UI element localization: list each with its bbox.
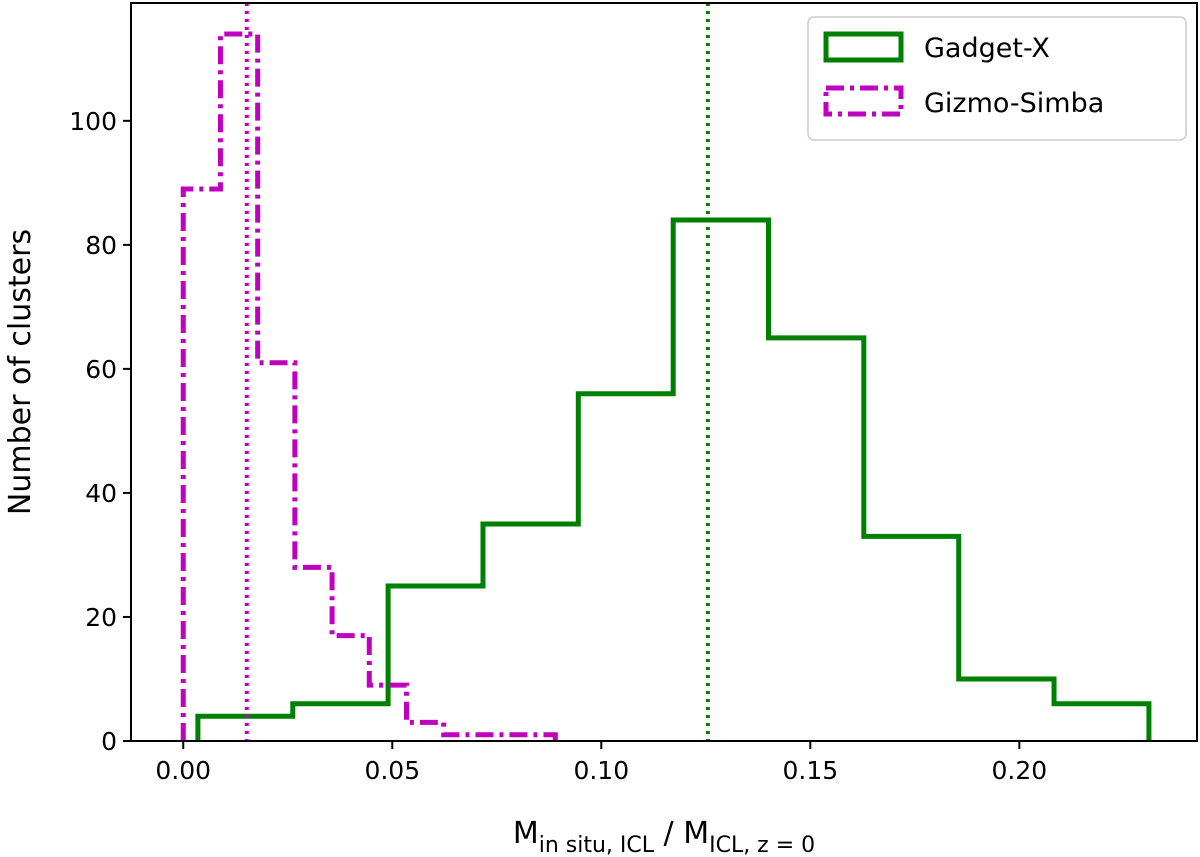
legend: Gadget-X Gizmo-Simba (807, 16, 1187, 141)
legend-swatch-gadget-x (823, 31, 904, 63)
y-tick-label: 60 (85, 355, 117, 384)
y-tick-label: 80 (85, 231, 117, 260)
x-label-base1: M (513, 816, 539, 851)
plot-content (180, 3, 1152, 741)
y-tick-label: 40 (85, 479, 117, 508)
histogram-gadget-x (195, 217, 1152, 741)
x-label-sub1: in situ, ICL (539, 833, 655, 857)
y-tick-label: 100 (69, 107, 117, 136)
x-label-sub2: ICL, z = 0 (709, 833, 815, 857)
legend-swatch-gizmo-simba (823, 85, 904, 117)
y-tick-label: 20 (85, 603, 117, 632)
x-axis-label: Min situ, ICL / MICL, z = 0 (513, 816, 815, 857)
x-label-base2: M (683, 816, 709, 851)
x-tick-label: 0.15 (782, 756, 838, 785)
histogram-gizmo-simba (180, 31, 558, 741)
x-tick-label: 0.00 (155, 756, 211, 785)
y-axis: 0 20 40 60 80 100 (69, 107, 131, 756)
x-tick-label: 0.10 (573, 756, 629, 785)
x-label-separator: / (654, 816, 683, 851)
x-tick-label: 0.20 (991, 756, 1047, 785)
plot-frame (130, 2, 1198, 742)
x-axis: 0.00 0.05 0.10 0.15 0.20 (155, 741, 1047, 785)
legend-label-gadget-x: Gadget-X (924, 33, 1050, 64)
legend-label-gizmo-simba: Gizmo-Simba (924, 88, 1104, 119)
y-axis-label: Number of clusters (3, 229, 38, 515)
y-tick-label: 0 (101, 727, 117, 756)
x-tick-label: 0.05 (364, 756, 420, 785)
